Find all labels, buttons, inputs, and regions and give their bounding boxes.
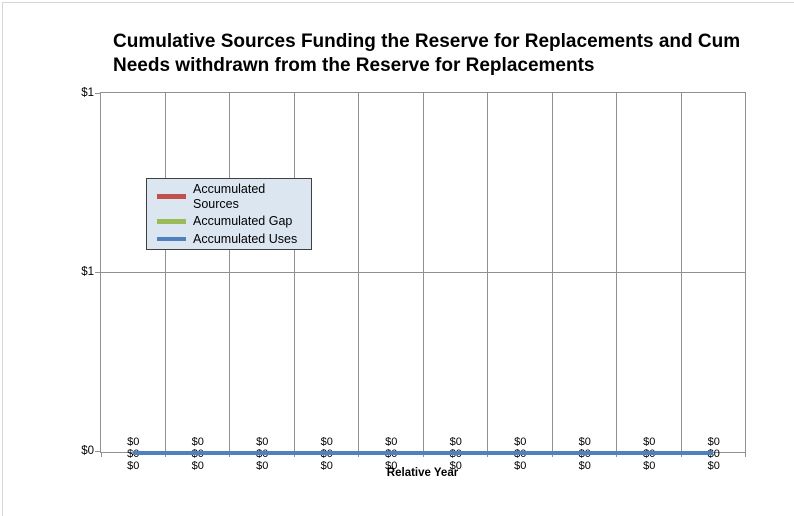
data-label-accumulated-sources: $0 [578, 435, 591, 448]
data-label-accumulated-sources: $0 [191, 435, 204, 448]
data-label-accumulated-uses: $0 [191, 459, 204, 472]
x-axis-tick [101, 452, 102, 457]
legend-item-accumulated-uses: Accumulated Uses [147, 232, 311, 247]
data-label-accumulated-uses: $0 [707, 459, 720, 472]
legend-item-accumulated-sources: Accumulated Sources [147, 182, 311, 212]
data-label-accumulated-uses: $0 [643, 459, 656, 472]
y-axis-tick-label: $0 [81, 444, 94, 457]
data-label-accumulated-uses: $0 [385, 459, 398, 472]
data-label-accumulated-sources: $0 [643, 435, 656, 448]
legend-line-swatch-icon [157, 219, 186, 224]
data-label-accumulated-uses: $0 [127, 459, 140, 472]
data-label-accumulated-sources: $0 [320, 435, 333, 448]
data-label-accumulated-sources: $0 [385, 435, 398, 448]
data-label-accumulated-sources: $0 [707, 435, 720, 448]
legend-line-swatch-icon [157, 194, 186, 199]
y-axis-tick-label: $1 [81, 86, 94, 99]
y-axis: $1 $1 $0 [50, 0, 94, 515]
data-label-accumulated-sources: $0 [256, 435, 269, 448]
x-axis-title: Relative Year [386, 467, 459, 479]
y-axis-tick [95, 93, 101, 94]
chart-title: Cumulative Sources Funding the Reserve f… [113, 30, 740, 78]
y-axis-tick-label: $1 [81, 265, 94, 278]
h-gridline [101, 272, 746, 273]
legend-item-accumulated-gap: Accumulated Gap [147, 214, 311, 229]
legend-item-label: Accumulated Sources [193, 181, 266, 211]
data-label-accumulated-uses: $0 [514, 459, 527, 472]
legend-item-label: Accumulated Gap [193, 214, 293, 228]
y-axis-tick [95, 272, 101, 273]
data-label-accumulated-uses: $0 [256, 459, 269, 472]
y-axis-tick [95, 451, 101, 452]
data-label-accumulated-sources: $0 [514, 435, 527, 448]
data-label-accumulated-sources: $0 [449, 435, 462, 448]
data-label-accumulated-uses: $0 [320, 459, 333, 472]
data-label-accumulated-uses: $0 [578, 459, 591, 472]
series-line-accumulated-uses [132, 450, 713, 455]
legend-item-label: Accumulated Uses [193, 231, 298, 246]
data-label-accumulated-sources: $0 [127, 435, 140, 448]
data-label-accumulated-uses: $0 [449, 459, 462, 472]
x-axis-tick [745, 452, 746, 457]
legend: Accumulated Sources Accumulated Gap Accumu… [146, 178, 312, 250]
chart-title-line-1: Cumulative Sources Funding the Reserve f… [113, 31, 741, 52]
legend-line-swatch-icon [157, 236, 186, 242]
chart-title-line-2: Needs withdrawn from the Reserve for Rep… [113, 55, 595, 76]
plot-area: $0 $0 $0 $0 $0 $0 $0 $0 $0 $0 $0 $0 $0 $0 $0 $0 $0 $0 $0 $0… [95, 92, 746, 472]
